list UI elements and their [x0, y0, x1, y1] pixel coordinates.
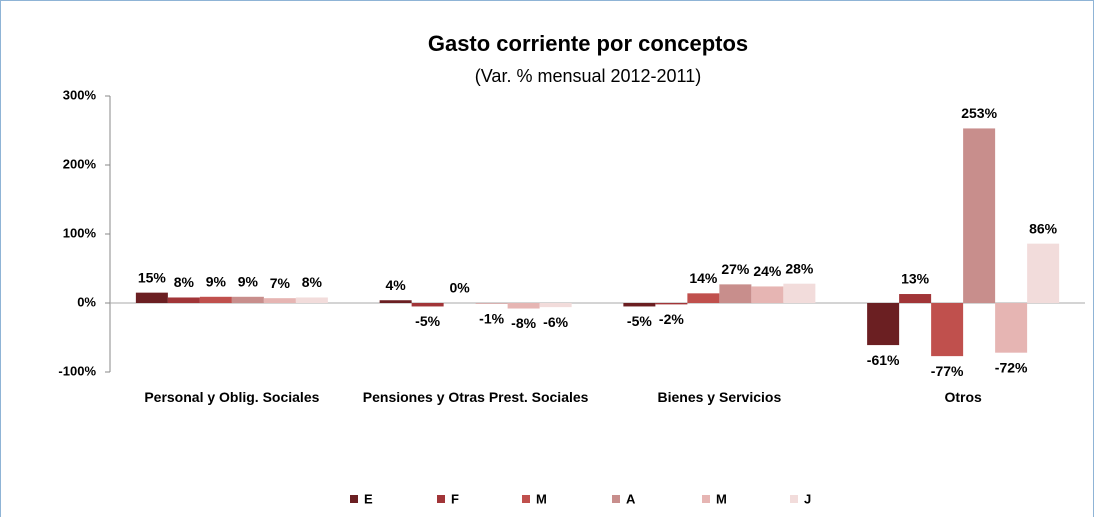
bar	[411, 303, 444, 307]
bar	[167, 297, 200, 303]
data-label: 13%	[901, 271, 930, 287]
data-label: 8%	[302, 274, 323, 290]
data-label: 14%	[689, 270, 718, 286]
bar	[1027, 243, 1060, 303]
bar	[995, 303, 1028, 353]
bar	[507, 303, 540, 309]
data-label: 27%	[721, 261, 750, 277]
chart-subtitle: (Var. % mensual 2012-2011)	[475, 66, 701, 86]
y-tick-label: 0%	[77, 294, 96, 309]
bar	[199, 296, 232, 303]
bar	[135, 292, 168, 303]
chart-title: Gasto corriente por conceptos	[428, 31, 748, 56]
legend-swatch	[790, 495, 798, 503]
data-label: -61%	[867, 352, 900, 368]
data-label: 253%	[961, 105, 997, 121]
y-tick-label: 300%	[63, 87, 97, 102]
legend-swatch	[437, 495, 445, 503]
data-label: -72%	[995, 359, 1028, 375]
data-label: 86%	[1029, 220, 1058, 236]
data-label: 24%	[753, 263, 782, 279]
bar	[379, 300, 412, 303]
data-label: 7%	[270, 275, 291, 291]
legend-swatch	[522, 495, 530, 503]
bar	[475, 303, 508, 304]
bar	[963, 128, 996, 303]
bar	[931, 303, 964, 357]
bar	[687, 293, 720, 303]
legend-label: F	[451, 491, 459, 506]
data-label: 15%	[138, 269, 167, 285]
legend-label: J	[804, 491, 811, 506]
x-tick-label: Personal y Oblig. Sociales	[144, 389, 320, 405]
data-label: -8%	[511, 315, 536, 331]
data-label: -1%	[479, 310, 504, 326]
x-tick-label: Otros	[944, 389, 982, 405]
legend-label: A	[626, 491, 636, 506]
data-label: -5%	[627, 313, 652, 329]
bar	[719, 284, 752, 303]
bar	[295, 297, 328, 303]
y-tick-label: 200%	[63, 156, 97, 171]
data-label: 8%	[174, 274, 195, 290]
data-label: -77%	[931, 363, 964, 379]
bar	[263, 298, 296, 303]
data-label: 4%	[386, 277, 407, 293]
x-tick-label: Bienes y Servicios	[657, 389, 782, 405]
data-label: 9%	[238, 273, 259, 289]
bar	[623, 303, 656, 307]
bar	[783, 283, 816, 303]
legend-label: E	[364, 491, 373, 506]
bar	[231, 296, 264, 303]
y-tick-label: 100%	[63, 225, 97, 240]
data-label: 28%	[785, 260, 814, 276]
bar	[655, 303, 688, 305]
data-label: 0%	[450, 280, 471, 296]
data-label: -2%	[659, 311, 684, 327]
legend-swatch	[702, 495, 710, 503]
bar	[899, 294, 932, 303]
bar	[867, 303, 900, 346]
legend-label: M	[716, 491, 727, 506]
legend-swatch	[350, 495, 358, 503]
x-tick-label: Pensiones y Otras Prest. Sociales	[362, 389, 589, 405]
legend-swatch	[612, 495, 620, 503]
data-label: 9%	[206, 273, 227, 289]
legend-label: M	[536, 491, 547, 506]
data-label: -6%	[543, 314, 568, 330]
bar	[539, 303, 572, 308]
bar	[751, 286, 784, 303]
y-tick-label: -100%	[58, 363, 96, 378]
data-label: -5%	[415, 313, 440, 329]
